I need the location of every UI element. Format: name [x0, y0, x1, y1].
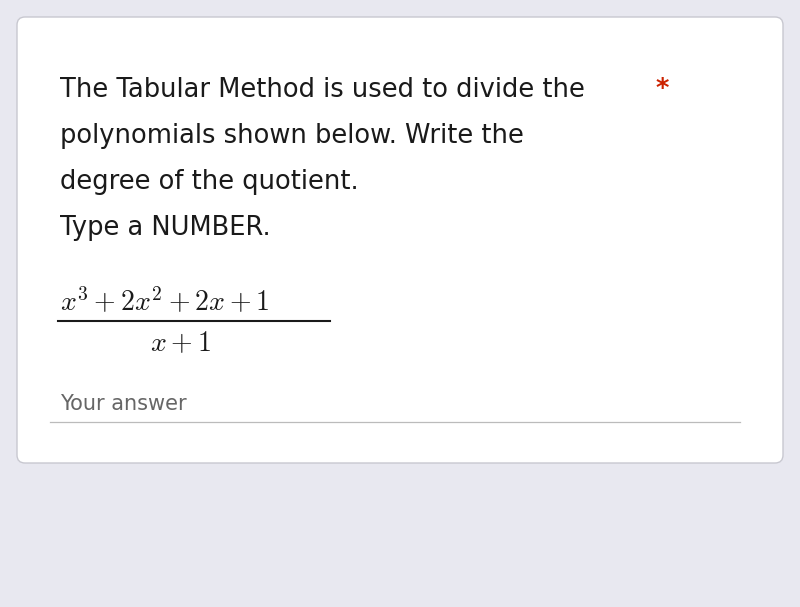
- Text: $x + 1$: $x + 1$: [150, 329, 211, 357]
- Text: degree of the quotient.: degree of the quotient.: [60, 169, 358, 195]
- Text: The Tabular Method is used to divide the: The Tabular Method is used to divide the: [60, 77, 593, 103]
- Text: Your answer: Your answer: [60, 394, 186, 414]
- Text: $x^3 + 2x^2 + 2x + 1$: $x^3 + 2x^2 + 2x + 1$: [60, 287, 270, 317]
- Text: *: *: [656, 77, 670, 103]
- Text: Type a NUMBER.: Type a NUMBER.: [60, 215, 270, 241]
- Text: polynomials shown below. Write the: polynomials shown below. Write the: [60, 123, 524, 149]
- FancyBboxPatch shape: [17, 17, 783, 463]
